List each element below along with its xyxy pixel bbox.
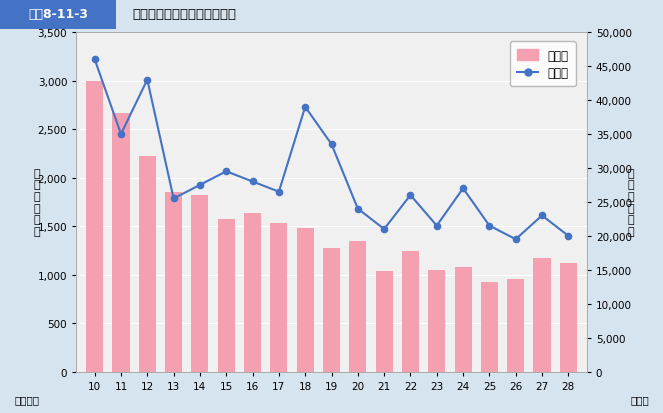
Bar [507, 280, 524, 372]
Text: （平成）: （平成） [14, 395, 39, 405]
Bar [375, 271, 392, 372]
Bar [271, 224, 288, 372]
Bar [296, 228, 314, 372]
Bar [244, 213, 261, 372]
Bar [402, 252, 419, 372]
Bar [192, 196, 208, 372]
Bar [86, 81, 103, 372]
Y-axis label: 患
者
数
（
人
）: 患 者 数 （ 人 ） [628, 169, 634, 236]
Bar [455, 267, 471, 372]
Bar [534, 259, 550, 372]
Bar [323, 249, 340, 372]
Bar [217, 220, 235, 372]
Text: （年）: （年） [631, 395, 649, 405]
Y-axis label: 事
件
数
（
件
）: 事 件 数 （ 件 ） [34, 169, 40, 236]
Bar [428, 270, 446, 372]
Bar [349, 241, 367, 372]
Bar [481, 282, 498, 372]
Bar [165, 193, 182, 372]
Bar [560, 263, 577, 372]
FancyBboxPatch shape [0, 0, 116, 30]
Text: 食中毒対策の事件件数の推移: 食中毒対策の事件件数の推移 [133, 8, 237, 21]
Bar [113, 113, 129, 372]
Bar [139, 157, 156, 372]
Legend: 事件数, 患者数: 事件数, 患者数 [510, 42, 575, 87]
Text: 図表8-11-3: 図表8-11-3 [29, 8, 88, 21]
